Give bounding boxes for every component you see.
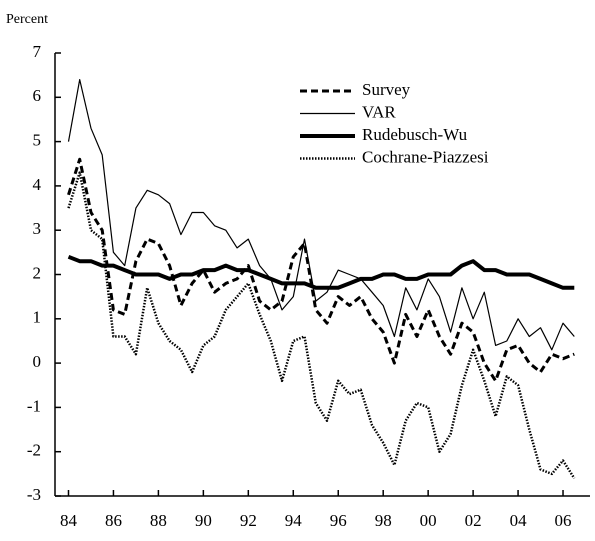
y-tick-label: 6: [33, 86, 42, 105]
x-tick-label: 00: [420, 511, 437, 530]
y-tick-label: 1: [33, 308, 42, 327]
legend-label: Cochrane-Piazzesi: [362, 147, 489, 166]
y-tick-label: -1: [27, 396, 41, 415]
series-line: [67, 171, 576, 479]
legend-label: VAR: [362, 102, 396, 121]
y-tick-label: 3: [33, 219, 42, 238]
y-tick-label: -3: [27, 485, 41, 504]
y-tick-label: 5: [33, 131, 42, 150]
x-tick-label: 84: [60, 511, 78, 530]
x-tick-label: 98: [375, 511, 392, 530]
x-tick-label: 02: [465, 511, 482, 530]
legend-label: Survey: [362, 80, 411, 99]
x-tick-label: 96: [330, 511, 347, 530]
x-tick-label: 06: [555, 511, 572, 530]
y-tick-label: 2: [33, 263, 42, 282]
series-line: [67, 79, 575, 351]
y-tick-label: 0: [33, 352, 42, 371]
x-tick-label: 88: [150, 511, 167, 530]
y-tick-label: -2: [27, 441, 41, 460]
x-tick-label: 94: [285, 511, 303, 530]
x-tick-label: 86: [105, 511, 122, 530]
y-tick-label: 4: [33, 175, 42, 194]
series-line: [67, 254, 575, 290]
y-axis-label: Percent: [6, 12, 48, 27]
x-tick-label: 90: [195, 511, 212, 530]
x-tick-label: 04: [510, 511, 528, 530]
legend-label: Rudebusch-Wu: [362, 125, 468, 144]
series-line: [67, 157, 575, 383]
y-tick-label: 7: [33, 42, 42, 61]
x-tick-label: 92: [240, 511, 257, 530]
